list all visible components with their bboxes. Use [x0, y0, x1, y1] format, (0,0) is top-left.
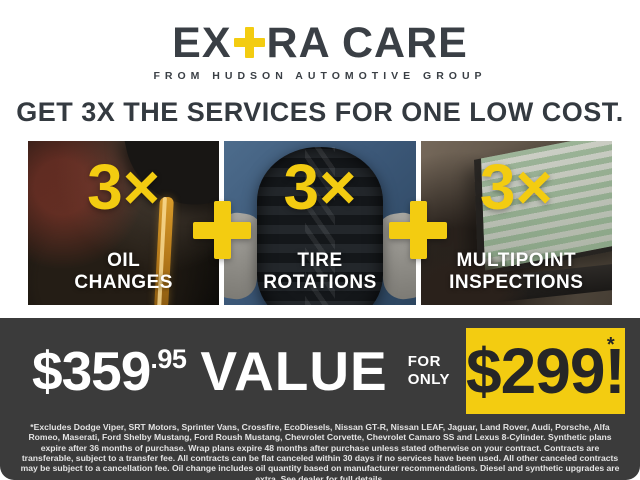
oil-changes-label: OIL CHANGES — [74, 249, 173, 294]
sale-price-asterisk: * — [606, 334, 615, 356]
disclaimer-text: *Excludes Dodge Viper, SRT Motors, Sprin… — [20, 422, 620, 480]
brand-tagline: FROM HUDSON AUTOMOTIVE GROUP — [153, 70, 487, 82]
inspection-multiplier: 3× — [479, 150, 553, 223]
sale-price-box: $299! * — [466, 328, 626, 414]
plus-icon — [389, 200, 448, 259]
price-row: $359 .95 VALUE FOR ONLY $299! * — [0, 318, 640, 414]
tire-multiplier: 3× — [283, 150, 357, 223]
panel-multipoint-inspections: 3× MULTIPOINT INSPECTIONS — [420, 140, 612, 305]
hand-photo — [420, 254, 527, 305]
plus-icon — [192, 200, 251, 259]
brand-logo-wordmark: EX RA CARE — [172, 22, 468, 65]
pricing-band: $359 .95 VALUE FOR ONLY $299! * *Exclude… — [0, 318, 640, 480]
value-word: VALUE — [200, 339, 388, 402]
brand-logo: EX RA CARE FROM HUDSON AUTOMOTIVE GROUP — [0, 0, 640, 82]
panel-tire-rotations: 3× TIRE ROTATIONS — [224, 140, 416, 305]
service-panels: 3× OIL CHANGES 3× TIRE ROTATIONS 3× MULT… — [28, 140, 612, 305]
tire-photo — [256, 146, 383, 305]
brand-name-suffix: RA CARE — [266, 19, 468, 67]
plus-icon — [233, 27, 265, 58]
value-dollars: $359 — [32, 339, 151, 402]
oil-multiplier: 3× — [87, 150, 161, 223]
panel-oil-changes: 3× OIL CHANGES — [28, 140, 220, 305]
multipoint-inspections-label: MULTIPOINT INSPECTIONS — [449, 249, 584, 294]
sale-price: $299! — [466, 335, 626, 407]
value-cents: .95 — [150, 343, 187, 374]
value-price: $359 .95 VALUE — [32, 339, 388, 402]
for-only-label: FOR ONLY — [407, 353, 451, 388]
promo-headline: GET 3X THE SERVICES FOR ONE LOW COST. — [16, 96, 624, 127]
brand-name-prefix: EX — [172, 19, 232, 67]
tire-rotations-label: TIRE ROTATIONS — [263, 249, 377, 294]
